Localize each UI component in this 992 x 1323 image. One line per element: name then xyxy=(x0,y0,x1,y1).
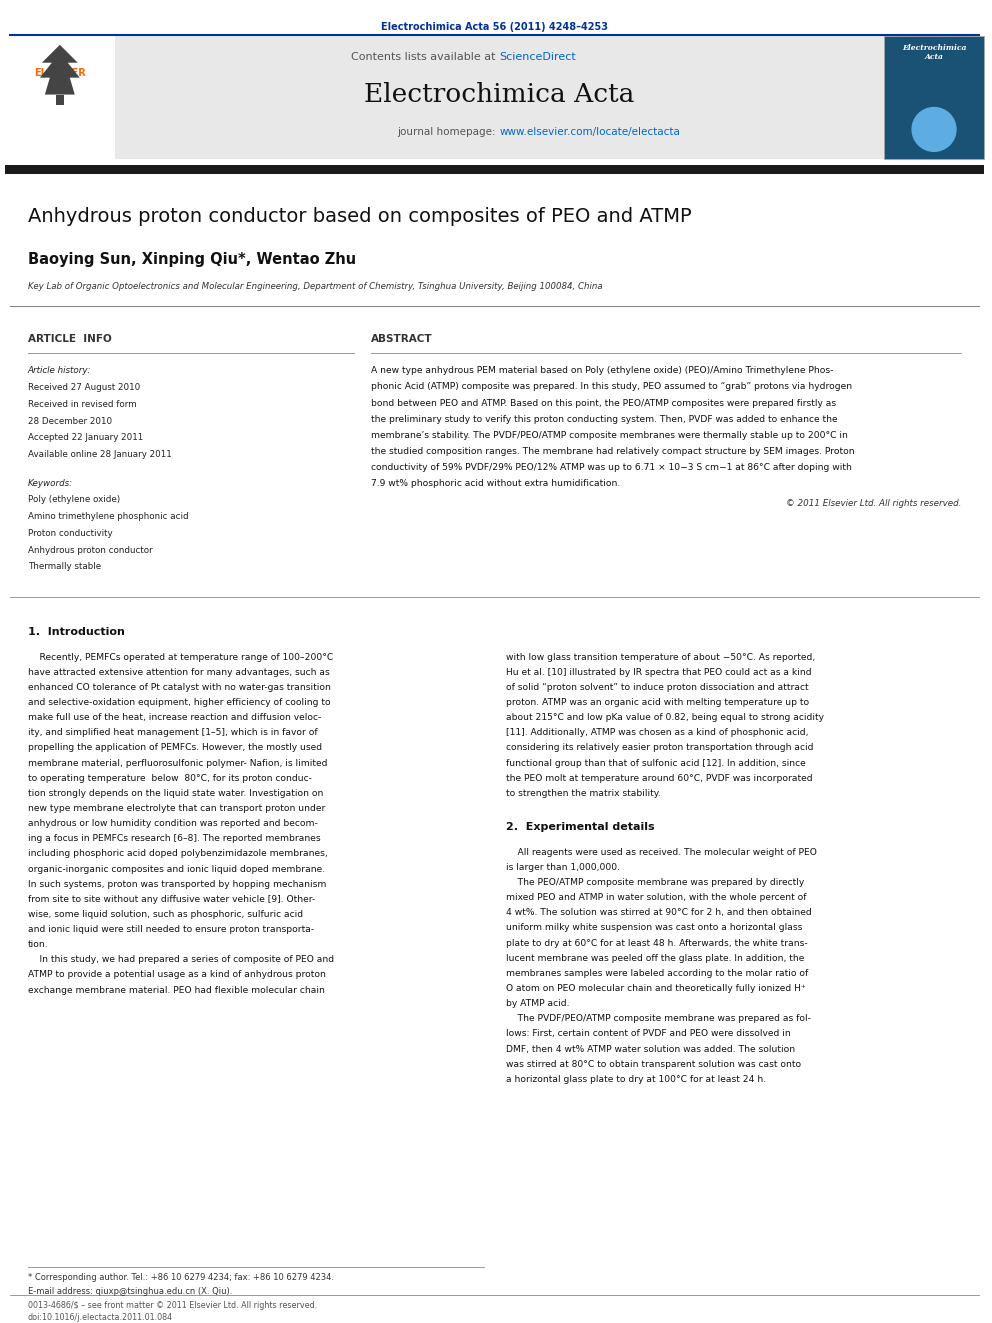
Text: 7.9 wt% phosphoric acid without extra humidification.: 7.9 wt% phosphoric acid without extra hu… xyxy=(371,479,620,488)
Text: conductivity of 59% PVDF/29% PEO/12% ATMP was up to 6.71 × 10−3 S cm−1 at 86°C a: conductivity of 59% PVDF/29% PEO/12% ATM… xyxy=(371,463,852,472)
Text: and ionic liquid were still needed to ensure proton transporta-: and ionic liquid were still needed to en… xyxy=(28,925,314,934)
Text: tion strongly depends on the liquid state water. Investigation on: tion strongly depends on the liquid stat… xyxy=(28,789,323,798)
Text: ABSTRACT: ABSTRACT xyxy=(371,333,433,344)
Text: enhanced CO tolerance of Pt catalyst with no water-gas transition: enhanced CO tolerance of Pt catalyst wit… xyxy=(28,683,330,692)
Text: by ATMP acid.: by ATMP acid. xyxy=(506,999,569,1008)
Text: proton. ATMP was an organic acid with melting temperature up to: proton. ATMP was an organic acid with me… xyxy=(506,699,809,706)
Text: Article history:: Article history: xyxy=(28,366,91,376)
Text: Available online 28 January 2011: Available online 28 January 2011 xyxy=(28,450,172,459)
Text: about 215°C and low pKa value of 0.82, being equal to strong acidity: about 215°C and low pKa value of 0.82, b… xyxy=(506,713,824,722)
Text: Anhydrous proton conductor based on composites of PEO and ATMP: Anhydrous proton conductor based on comp… xyxy=(28,208,691,226)
Text: and selective-oxidation equipment, higher efficiency of cooling to: and selective-oxidation equipment, highe… xyxy=(28,699,330,706)
Text: © 2011 Elsevier Ltd. All rights reserved.: © 2011 Elsevier Ltd. All rights reserved… xyxy=(786,499,961,508)
Text: to operating temperature  below  80°C, for its proton conduc-: to operating temperature below 80°C, for… xyxy=(28,774,311,783)
Text: Electrochimica Acta 56 (2011) 4248–4253: Electrochimica Acta 56 (2011) 4248–4253 xyxy=(381,22,608,32)
Text: with low glass transition temperature of about −50°C. As reported,: with low glass transition temperature of… xyxy=(506,652,815,662)
Bar xyxy=(5,36,115,159)
Text: membrane’s stability. The PVDF/PEO/ATMP composite membranes were thermally stabl: membrane’s stability. The PVDF/PEO/ATMP … xyxy=(371,431,848,439)
Text: journal homepage:: journal homepage: xyxy=(398,127,499,138)
Text: propelling the application of PEMFCs. However, the mostly used: propelling the application of PEMFCs. Ho… xyxy=(28,744,322,753)
Text: www.elsevier.com/locate/electacta: www.elsevier.com/locate/electacta xyxy=(499,127,681,138)
Text: of solid “proton solvent” to induce proton dissociation and attract: of solid “proton solvent” to induce prot… xyxy=(506,683,809,692)
Text: In such systems, proton was transported by hopping mechanism: In such systems, proton was transported … xyxy=(28,880,326,889)
Text: lucent membrane was peeled off the glass plate. In addition, the: lucent membrane was peeled off the glass… xyxy=(506,954,805,963)
Text: was stirred at 80°C to obtain transparent solution was cast onto: was stirred at 80°C to obtain transparen… xyxy=(506,1060,802,1069)
Circle shape xyxy=(912,107,956,151)
Text: including phosphoric acid doped polybenzimidazole membranes,: including phosphoric acid doped polybenz… xyxy=(28,849,327,859)
Bar xyxy=(56,94,63,105)
Text: doi:10.1016/j.electacta.2011.01.084: doi:10.1016/j.electacta.2011.01.084 xyxy=(28,1314,173,1322)
Text: Anhydrous proton conductor: Anhydrous proton conductor xyxy=(28,545,153,554)
Text: ScienceDirect: ScienceDirect xyxy=(499,52,576,62)
Polygon shape xyxy=(40,45,79,94)
Text: A new type anhydrous PEM material based on Poly (ethylene oxide) (PEO)/Amino Tri: A new type anhydrous PEM material based … xyxy=(371,366,833,376)
Text: Baoying Sun, Xinping Qiu*, Wentao Zhu: Baoying Sun, Xinping Qiu*, Wentao Zhu xyxy=(28,251,356,267)
Text: E-mail address: qiuxp@tsinghua.edu.cn (X. Qiu).: E-mail address: qiuxp@tsinghua.edu.cn (X… xyxy=(28,1287,232,1297)
Text: the preliminary study to verify this proton conducting system. Then, PVDF was ad: the preliminary study to verify this pro… xyxy=(371,414,837,423)
Text: Proton conductivity: Proton conductivity xyxy=(28,529,112,538)
Text: plate to dry at 60°C for at least 48 h. Afterwards, the white trans-: plate to dry at 60°C for at least 48 h. … xyxy=(506,938,808,947)
Text: to strengthen the matrix stability.: to strengthen the matrix stability. xyxy=(506,789,661,798)
Text: mixed PEO and ATMP in water solution, with the whole percent of: mixed PEO and ATMP in water solution, wi… xyxy=(506,893,806,902)
Text: is larger than 1,000,000.: is larger than 1,000,000. xyxy=(506,863,620,872)
Text: new type membrane electrolyte that can transport proton under: new type membrane electrolyte that can t… xyxy=(28,804,325,814)
Text: organic-inorganic composites and ionic liquid doped membrane.: organic-inorganic composites and ionic l… xyxy=(28,864,325,873)
Text: 28 December 2010: 28 December 2010 xyxy=(28,417,112,426)
Text: Amino trimethylene phosphonic acid: Amino trimethylene phosphonic acid xyxy=(28,512,188,521)
Text: Electrochimica
Acta: Electrochimica Acta xyxy=(902,44,966,61)
Text: functional group than that of sulfonic acid [12]. In addition, since: functional group than that of sulfonic a… xyxy=(506,758,806,767)
Text: Keywords:: Keywords: xyxy=(28,479,73,488)
Text: exchange membrane material. PEO had flexible molecular chain: exchange membrane material. PEO had flex… xyxy=(28,986,324,995)
Text: Thermally stable: Thermally stable xyxy=(28,562,101,572)
Bar xyxy=(884,36,984,159)
Text: tion.: tion. xyxy=(28,941,49,949)
Text: 1.  Introduction: 1. Introduction xyxy=(28,627,125,636)
Text: have attracted extensive attention for many advantages, such as: have attracted extensive attention for m… xyxy=(28,668,329,677)
Text: anhydrous or low humidity condition was reported and becom-: anhydrous or low humidity condition was … xyxy=(28,819,317,828)
Text: ATMP to provide a potential usage as a kind of anhydrous proton: ATMP to provide a potential usage as a k… xyxy=(28,971,325,979)
Text: from site to site without any diffusive water vehicle [9]. Other-: from site to site without any diffusive … xyxy=(28,894,315,904)
Text: [11]. Additionally, ATMP was chosen as a kind of phosphonic acid,: [11]. Additionally, ATMP was chosen as a… xyxy=(506,729,808,737)
Text: the PEO molt at temperature around 60°C, PVDF was incorporated: the PEO molt at temperature around 60°C,… xyxy=(506,774,813,783)
Text: ing a focus in PEMFCs research [6–8]. The reported membranes: ing a focus in PEMFCs research [6–8]. Th… xyxy=(28,835,320,843)
Text: In this study, we had prepared a series of composite of PEO and: In this study, we had prepared a series … xyxy=(28,955,334,964)
Text: ity, and simplified heat management [1–5], which is in favor of: ity, and simplified heat management [1–5… xyxy=(28,729,317,737)
Text: Received in revised form: Received in revised form xyxy=(28,400,137,409)
Bar xyxy=(5,36,984,159)
Text: DMF, then 4 wt% ATMP water solution was added. The solution: DMF, then 4 wt% ATMP water solution was … xyxy=(506,1044,796,1053)
Text: Hu et al. [10] illustrated by IR spectra that PEO could act as a kind: Hu et al. [10] illustrated by IR spectra… xyxy=(506,668,812,677)
Text: The PVDF/PEO/ATMP composite membrane was prepared as fol-: The PVDF/PEO/ATMP composite membrane was… xyxy=(506,1015,811,1023)
Text: Recently, PEMFCs operated at temperature range of 100–200°C: Recently, PEMFCs operated at temperature… xyxy=(28,652,333,662)
Text: wise, some liquid solution, such as phosphoric, sulfuric acid: wise, some liquid solution, such as phos… xyxy=(28,910,303,919)
Text: bond between PEO and ATMP. Based on this point, the PEO/ATMP composites were pre: bond between PEO and ATMP. Based on this… xyxy=(371,398,836,407)
Text: phonic Acid (ATMP) composite was prepared. In this study, PEO assumed to “grab” : phonic Acid (ATMP) composite was prepare… xyxy=(371,382,852,392)
Text: a horizontal glass plate to dry at 100°C for at least 24 h.: a horizontal glass plate to dry at 100°C… xyxy=(506,1074,767,1084)
Text: the studied composition ranges. The membrane had relatively compact structure by: the studied composition ranges. The memb… xyxy=(371,447,854,456)
Text: Contents lists available at: Contents lists available at xyxy=(351,52,499,62)
Text: The PEO/ATMP composite membrane was prepared by directly: The PEO/ATMP composite membrane was prep… xyxy=(506,878,805,886)
Text: Received 27 August 2010: Received 27 August 2010 xyxy=(28,384,140,392)
Text: ARTICLE  INFO: ARTICLE INFO xyxy=(28,333,112,344)
Text: make full use of the heat, increase reaction and diffusion veloc-: make full use of the heat, increase reac… xyxy=(28,713,321,722)
Text: membrane material, perfluorosulfonic polymer- Nafion, is limited: membrane material, perfluorosulfonic pol… xyxy=(28,758,327,767)
Text: O atom on PEO molecular chain and theoretically fully ionized H⁺: O atom on PEO molecular chain and theore… xyxy=(506,984,806,994)
Text: uniform milky white suspension was cast onto a horizontal glass: uniform milky white suspension was cast … xyxy=(506,923,803,933)
Text: All reagents were used as received. The molecular weight of PEO: All reagents were used as received. The … xyxy=(506,848,817,857)
Text: considering its relatively easier proton transportation through acid: considering its relatively easier proton… xyxy=(506,744,813,753)
Text: Electrochimica Acta: Electrochimica Acta xyxy=(364,82,635,107)
Text: Poly (ethylene oxide): Poly (ethylene oxide) xyxy=(28,495,120,504)
Text: 0013-4686/$ – see front matter © 2011 Elsevier Ltd. All rights reserved.: 0013-4686/$ – see front matter © 2011 El… xyxy=(28,1301,317,1310)
Text: lows: First, certain content of PVDF and PEO were dissolved in: lows: First, certain content of PVDF and… xyxy=(506,1029,792,1039)
Text: * Corresponding author. Tel.: +86 10 6279 4234; fax: +86 10 6279 4234.: * Corresponding author. Tel.: +86 10 627… xyxy=(28,1273,334,1282)
Text: Key Lab of Organic Optoelectronics and Molecular Engineering, Department of Chem: Key Lab of Organic Optoelectronics and M… xyxy=(28,282,602,291)
Bar xyxy=(5,165,984,175)
Text: Accepted 22 January 2011: Accepted 22 January 2011 xyxy=(28,433,143,442)
Text: ELSEVIER: ELSEVIER xyxy=(34,67,85,78)
Text: 4 wt%. The solution was stirred at 90°C for 2 h, and then obtained: 4 wt%. The solution was stirred at 90°C … xyxy=(506,909,812,917)
Text: membranes samples were labeled according to the molar ratio of: membranes samples were labeled according… xyxy=(506,968,808,978)
Text: 2.  Experimental details: 2. Experimental details xyxy=(506,822,655,832)
